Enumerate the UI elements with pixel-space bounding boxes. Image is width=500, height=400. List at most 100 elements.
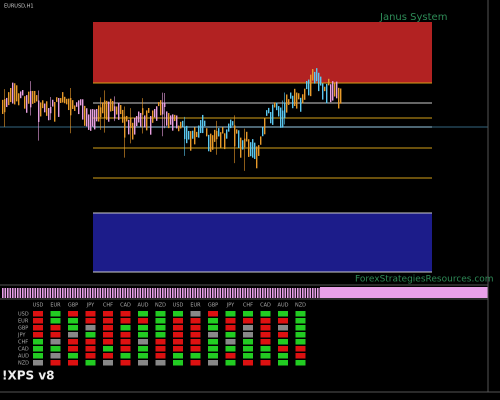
strip-bar — [157, 288, 159, 298]
row-label: AUD — [18, 354, 29, 360]
strength-cell — [33, 346, 43, 352]
strip-bar — [52, 288, 54, 298]
site-label: ForexStrategiesResources.com — [355, 275, 494, 285]
candle — [204, 120, 206, 127]
candle — [324, 86, 326, 92]
strength-cell — [138, 346, 148, 352]
strip-bg — [0, 287, 488, 298]
strip-bar — [144, 288, 147, 298]
candle — [228, 123, 230, 132]
candle — [182, 120, 184, 127]
watermark: Janus System — [379, 12, 447, 23]
strength-cell — [278, 325, 288, 331]
strip-bar — [17, 288, 19, 298]
strip-bar — [119, 288, 122, 298]
strip-bar — [222, 288, 224, 298]
strength-cell — [208, 325, 218, 331]
strength-cell — [33, 318, 43, 324]
candle — [304, 88, 306, 100]
strip-bar — [49, 288, 52, 298]
strip-bar — [107, 288, 109, 298]
candle — [334, 82, 336, 97]
strength-cell — [138, 325, 148, 331]
strip-bar — [74, 288, 77, 298]
strip-bar — [202, 288, 204, 298]
strength-cell — [243, 311, 253, 317]
strip-bar — [164, 288, 167, 298]
strip-bar — [132, 288, 134, 298]
candle — [12, 82, 14, 104]
strip-bar — [237, 288, 239, 298]
strength-cell — [85, 318, 96, 324]
strength-cell — [85, 353, 96, 359]
candle — [272, 104, 274, 125]
candle — [302, 94, 304, 104]
candle — [190, 131, 192, 151]
strip-bar — [99, 288, 102, 298]
strength-cell — [68, 360, 78, 366]
candle — [194, 127, 196, 145]
candle — [110, 98, 112, 112]
candle — [232, 121, 234, 126]
strength-cell — [85, 360, 96, 366]
strength-cell — [295, 332, 306, 338]
candle — [296, 92, 298, 109]
candle — [200, 120, 202, 134]
candle — [32, 90, 34, 104]
candle — [86, 108, 88, 127]
strip-bar — [264, 288, 267, 298]
strip-bar — [199, 288, 202, 298]
strip-bar — [232, 288, 234, 298]
strip-bar — [292, 288, 294, 298]
strength-cell — [278, 332, 288, 338]
strength-cell — [103, 318, 113, 324]
candle — [222, 127, 224, 134]
strength-cell — [138, 332, 148, 338]
row-label: GBP — [18, 326, 28, 332]
demand-zone — [93, 213, 432, 272]
candle — [106, 100, 108, 120]
strength-cell — [33, 311, 43, 317]
strip-bar — [89, 288, 92, 298]
candle — [250, 142, 252, 157]
strip-bar — [192, 288, 194, 298]
strength-cell — [173, 346, 183, 352]
candle — [270, 112, 272, 124]
strip-bar — [67, 288, 69, 298]
strip-bar — [84, 288, 87, 298]
candle — [98, 105, 100, 122]
strength-cell — [260, 318, 271, 324]
candle — [220, 132, 222, 148]
strip-bar — [209, 288, 212, 298]
candle — [316, 68, 318, 82]
strength-cell — [138, 318, 148, 324]
strip-bar — [269, 288, 272, 298]
strip-bar — [312, 288, 314, 298]
strength-cell — [243, 325, 253, 331]
candle — [314, 71, 316, 84]
strip-bar — [189, 288, 192, 298]
strength-cell — [173, 339, 183, 345]
candle — [274, 102, 276, 108]
strength-cell — [225, 346, 236, 352]
candle — [62, 92, 64, 103]
strength-cell — [85, 311, 96, 317]
strength-cell — [225, 311, 236, 317]
row-label: CHF — [18, 340, 28, 346]
row-label: EUR — [18, 319, 29, 325]
strip-bar — [62, 288, 64, 298]
strength-cell — [208, 332, 218, 338]
strength-cell — [278, 318, 288, 324]
column-header: USD — [33, 303, 44, 309]
strength-cell — [243, 353, 253, 359]
strip-bar — [224, 288, 227, 298]
strength-cell — [278, 346, 288, 352]
strip-bar — [54, 288, 57, 298]
candle — [180, 121, 182, 129]
strip-bar — [124, 288, 127, 298]
strength-cell — [278, 311, 288, 317]
strength-cell — [190, 346, 201, 352]
candle — [90, 109, 92, 131]
candle — [202, 114, 204, 134]
strip-bar — [22, 288, 24, 298]
